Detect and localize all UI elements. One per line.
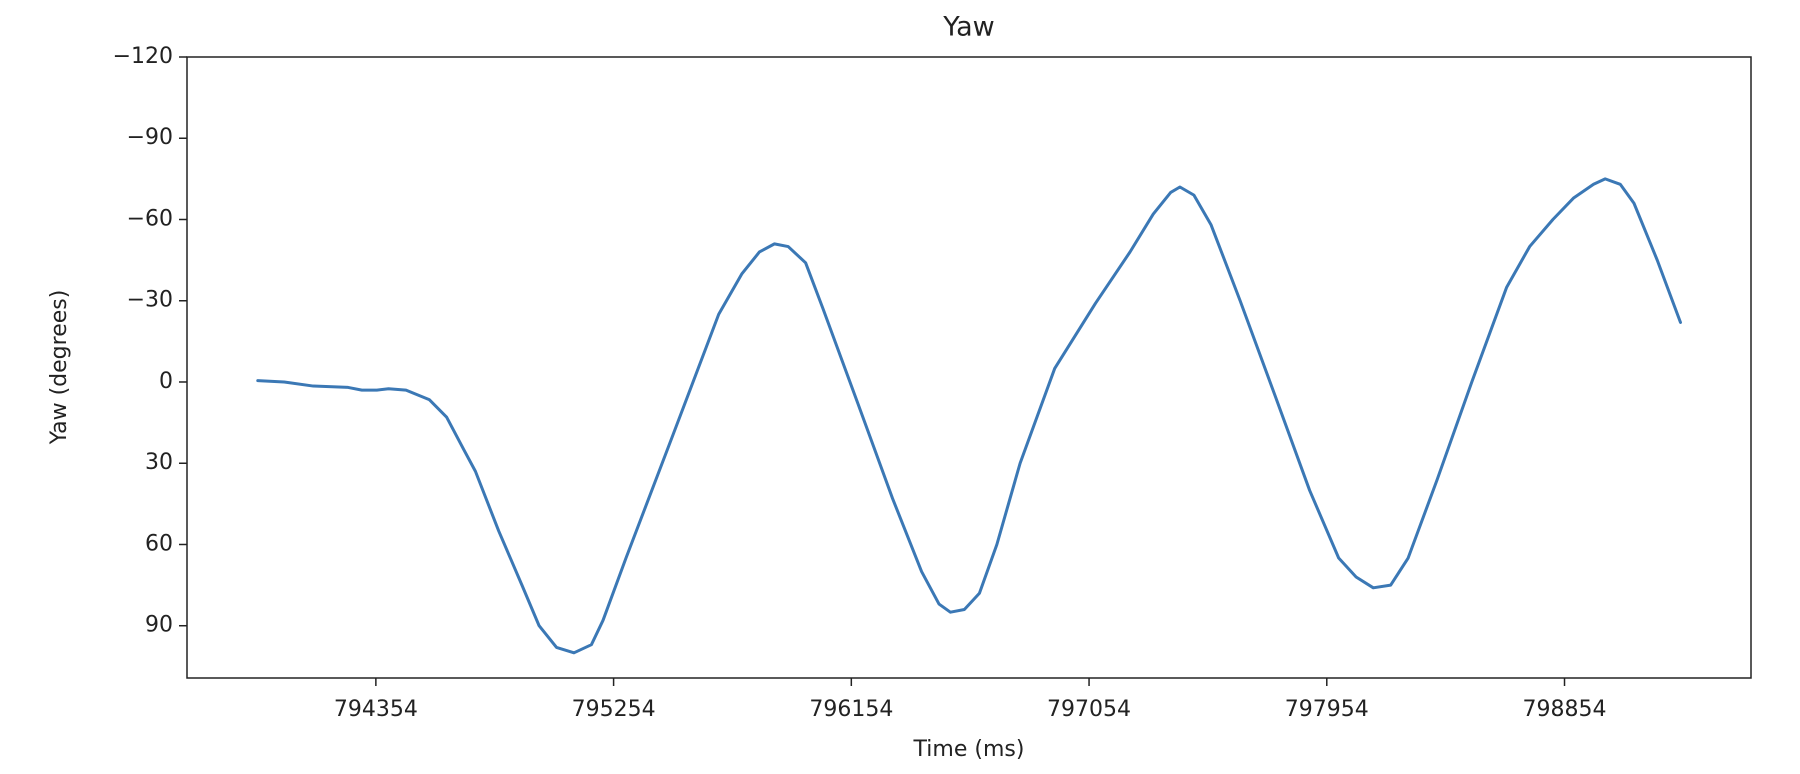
x-tick-label: 795254 bbox=[572, 697, 656, 722]
data-line bbox=[256, 177, 1682, 655]
x-tick-label: 796154 bbox=[809, 697, 893, 722]
y-tick-label: 0 bbox=[159, 369, 173, 394]
y-tick-label: −30 bbox=[127, 288, 173, 313]
x-axis-label: Time (ms) bbox=[913, 737, 1025, 762]
x-tick-label: 797054 bbox=[1047, 697, 1131, 722]
y-tick-label: 90 bbox=[145, 613, 173, 638]
y-axis-label: Yaw (degrees) bbox=[47, 290, 72, 446]
y-tick-label: −90 bbox=[127, 125, 173, 150]
y-tick-label: −120 bbox=[113, 44, 173, 69]
x-tick-label: 794354 bbox=[334, 697, 418, 722]
y-tick-label: 60 bbox=[145, 531, 173, 556]
x-tick-label: 797954 bbox=[1285, 697, 1369, 722]
y-tick-label: −60 bbox=[127, 206, 173, 231]
chart-title: Yaw bbox=[942, 12, 994, 43]
x-tick-label: 798854 bbox=[1523, 697, 1607, 722]
plot-frame bbox=[186, 56, 1752, 679]
y-tick-label: 30 bbox=[145, 450, 173, 475]
